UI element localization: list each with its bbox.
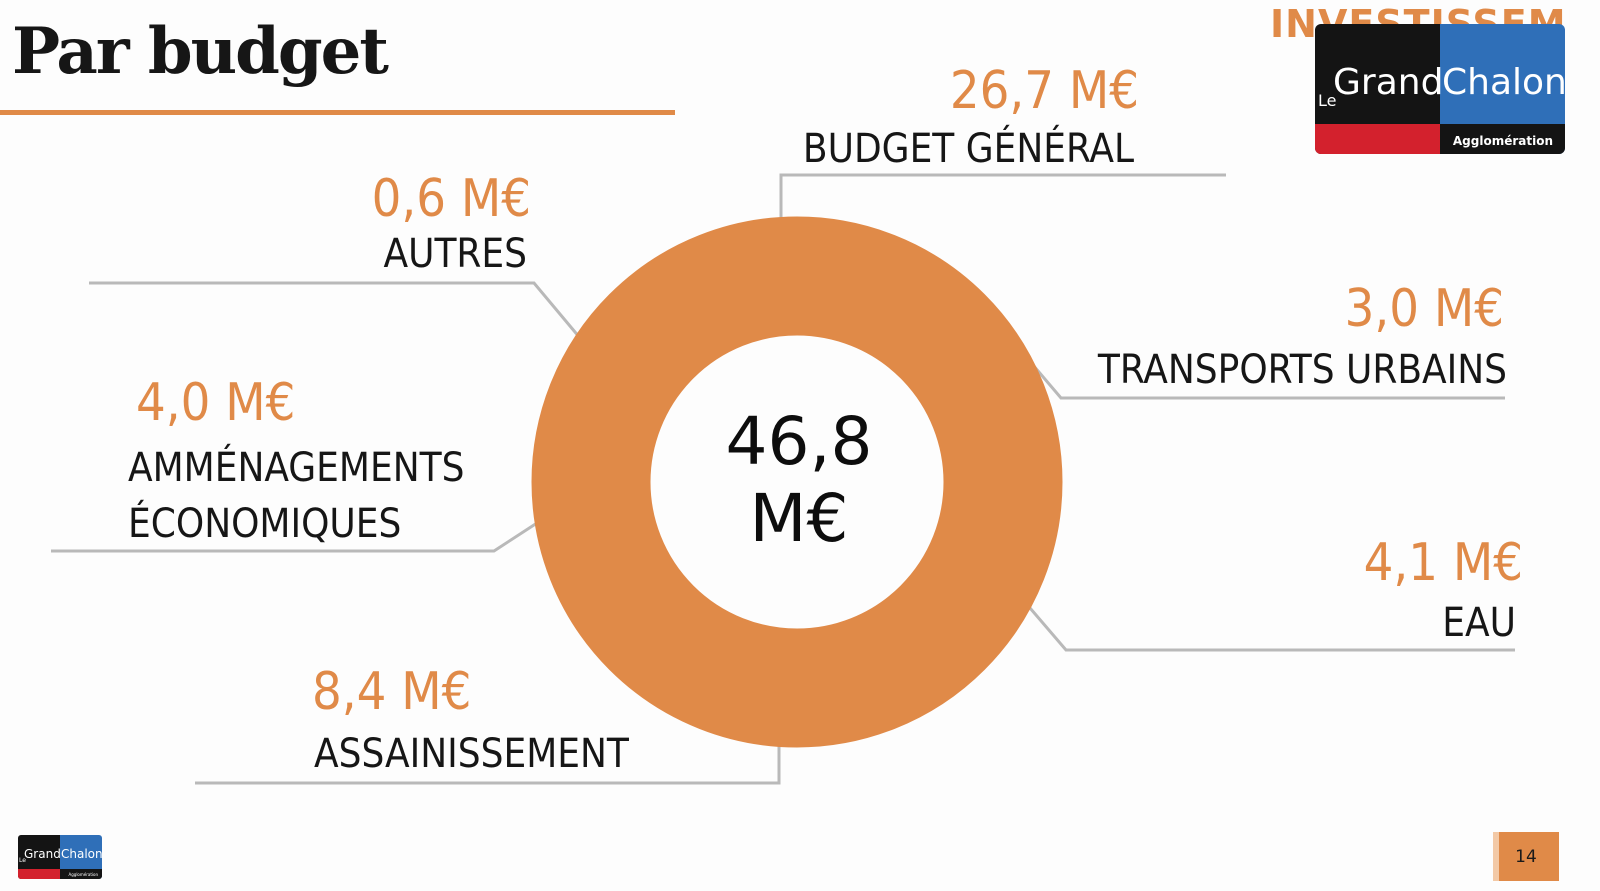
donut-ring bbox=[531, 216, 1063, 748]
center-total-value: 46,8 bbox=[726, 403, 873, 480]
logo-subtitle: Agglomération bbox=[1453, 134, 1553, 148]
leader-line-assainissement bbox=[195, 745, 781, 785]
logo-small-prefix: Le bbox=[19, 857, 26, 864]
label-transports-urbains: TRANSPORTS URBAINS bbox=[1097, 347, 1507, 393]
label-amenagements-line1: AMMÉNAGEMENTS bbox=[128, 443, 464, 491]
leader-line-eau bbox=[1028, 607, 1515, 652]
value-amenagements: 4,0 M€ bbox=[136, 373, 295, 433]
title-underline bbox=[0, 110, 675, 115]
logo-small-subtitle: Agglomération bbox=[69, 872, 99, 877]
leader-line-autres bbox=[89, 281, 582, 339]
logo-word-grand: Grand bbox=[1333, 62, 1443, 103]
value-budget-general: 26,7 M€ bbox=[950, 61, 1139, 121]
center-total-unit: M€ bbox=[750, 480, 849, 557]
value-transports-urbains: 3,0 M€ bbox=[1345, 279, 1504, 339]
grand-chalon-logo: Le Grand Chalon Agglomération bbox=[1315, 24, 1565, 154]
logo-prefix: Le bbox=[1318, 91, 1336, 110]
label-autres: AUTRES bbox=[383, 231, 527, 277]
label-eau: EAU bbox=[1442, 600, 1516, 646]
value-assainissement: 8,4 M€ bbox=[312, 662, 471, 722]
leader-lines bbox=[51, 173, 1515, 785]
slide-title: Par budget bbox=[12, 14, 389, 89]
page-number-badge: 14 bbox=[1493, 832, 1559, 881]
grand-chalon-logo-small: Le Grand Chalon Agglomération bbox=[18, 835, 102, 879]
value-autres: 0,6 M€ bbox=[372, 169, 531, 229]
label-assainissement: ASSAINISSEMENT bbox=[314, 731, 630, 777]
page-number: 14 bbox=[1515, 846, 1537, 867]
label-amenagements-line2: ÉCONOMIQUES bbox=[128, 499, 401, 547]
label-budget-general: BUDGET GÉNÉRAL bbox=[803, 124, 1134, 172]
leader-line-budget-general bbox=[779, 173, 1226, 219]
leader-line-amenagements bbox=[51, 521, 538, 553]
logo-word-chalon: Chalon bbox=[1442, 62, 1565, 103]
value-eau: 4,1 M€ bbox=[1364, 533, 1523, 593]
logo-small-word-chalon: Chalon bbox=[61, 847, 102, 861]
logo-small-word-grand: Grand bbox=[24, 847, 61, 861]
